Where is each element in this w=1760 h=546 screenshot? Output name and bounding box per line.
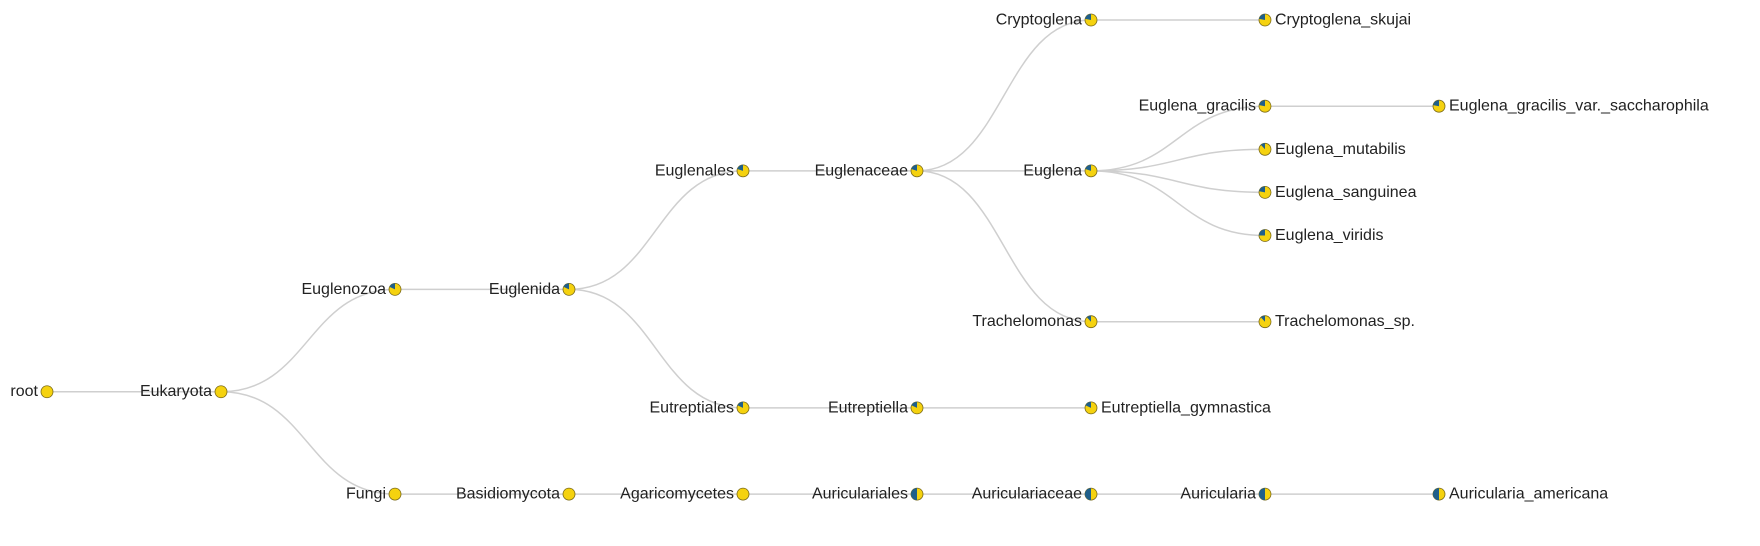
node-label: Eutreptiella: [828, 399, 908, 416]
node-trachelomonas-sp[interactable]: Trachelomonas_sp.: [1258, 313, 1415, 330]
node-pie-slice: [1259, 186, 1265, 193]
node-pie-slice: [1433, 100, 1439, 107]
node-label: Euglena_mutabilis: [1275, 141, 1406, 158]
node-label: Euglenida: [489, 281, 560, 298]
node-euglena-gracilis-var-saccharophila[interactable]: Euglena_gracilis_var._saccharophila: [1432, 98, 1709, 115]
node-pie-slice: [1085, 488, 1091, 501]
node-pie-slice: [1085, 401, 1091, 408]
node-pie-slice: [389, 283, 395, 290]
node-label: Auriculariales: [812, 486, 908, 503]
link-euglena-to-euglena-mutabilis: [1090, 148, 1266, 172]
node-pie-slice: [737, 401, 743, 408]
node-root[interactable]: root: [10, 383, 54, 400]
node-auricularia-americana[interactable]: Auricularia_americana: [1432, 486, 1608, 503]
link-eukaryota-to-euglenozoa: [220, 288, 396, 393]
node-euglena-sanguinea[interactable]: Euglena_sanguinea: [1258, 184, 1417, 201]
node-label: Trachelomonas_sp.: [1275, 313, 1415, 330]
node-pie-chart[interactable]: [562, 487, 576, 501]
node-pie-slice: [1433, 488, 1439, 501]
node-label: Fungi: [346, 486, 386, 503]
node-euglenozoa[interactable]: Euglenozoa: [301, 281, 402, 298]
node-label: Euglena: [1023, 162, 1082, 179]
node-agaricomycetes[interactable]: Agaricomycetes: [620, 486, 750, 503]
node-pie-chart[interactable]: [736, 487, 750, 501]
node-label: Euglena_gracilis: [1139, 98, 1256, 115]
node-euglenida[interactable]: Euglenida: [489, 281, 576, 298]
node-pie-slice: [1259, 100, 1265, 107]
node-eukaryota[interactable]: Eukaryota: [140, 383, 228, 400]
tree-nodes: root Eukaryota Euglenozoa Euglenida Euglenal…: [10, 12, 1708, 503]
node-label: root: [10, 383, 38, 400]
node-basidiomycota[interactable]: Basidiomycota: [456, 486, 576, 503]
node-label: Basidiomycota: [456, 486, 560, 503]
node-label: Euglena_gracilis_var._saccharophila: [1449, 98, 1709, 115]
link-euglena-to-euglena-viridis: [1090, 170, 1266, 237]
link-euglenida-to-euglenales: [568, 170, 744, 291]
node-euglenaceae[interactable]: Euglenaceae: [815, 162, 924, 179]
node-cryptoglena-skujai[interactable]: Cryptoglena_skujai: [1258, 12, 1411, 29]
node-label: Euglena_sanguinea: [1275, 184, 1417, 201]
node-pie-slice: [1085, 164, 1091, 171]
node-pie-slice: [911, 488, 917, 501]
link-euglena-to-euglena-gracilis: [1090, 105, 1266, 172]
node-cryptoglena[interactable]: Cryptoglena: [996, 12, 1098, 29]
tree-links: [47, 19, 1439, 495]
node-pie-chart[interactable]: [214, 385, 228, 399]
link-eukaryota-to-fungi: [220, 390, 396, 495]
node-label: Euglenaceae: [815, 162, 909, 179]
link-euglenaceae-to-trachelomonas: [916, 170, 1092, 323]
node-eutreptiella-gymnastica[interactable]: Eutreptiella_gymnastica: [1084, 399, 1271, 416]
node-eutreptiales[interactable]: Eutreptiales: [650, 399, 750, 416]
node-pie-chart[interactable]: [40, 385, 54, 399]
node-trachelomonas[interactable]: Trachelomonas: [972, 313, 1098, 330]
link-euglena-to-euglena-sanguinea: [1090, 170, 1266, 194]
node-label: Auricularia_americana: [1449, 486, 1608, 503]
node-label: Euglenales: [655, 162, 734, 179]
node-label: Euglenozoa: [301, 281, 386, 298]
node-pie-slice: [737, 164, 743, 171]
node-label: Auricularia: [1180, 486, 1256, 503]
node-pie-slice: [911, 401, 917, 408]
node-label: Cryptoglena: [996, 12, 1082, 29]
node-pie-slice: [1259, 488, 1265, 501]
node-fungi[interactable]: Fungi: [346, 486, 402, 503]
node-auriculariales[interactable]: Auriculariales: [812, 486, 924, 503]
node-pie-slice: [1260, 143, 1265, 150]
node-label: Cryptoglena_skujai: [1275, 12, 1411, 29]
node-euglena-gracilis[interactable]: Euglena_gracilis: [1139, 98, 1272, 115]
node-euglena-viridis[interactable]: Euglena_viridis: [1258, 227, 1384, 244]
node-auriculariaceae[interactable]: Auriculariaceae: [972, 486, 1098, 503]
link-euglenaceae-to-cryptoglena: [916, 19, 1092, 172]
node-eutreptiella[interactable]: Eutreptiella: [828, 399, 924, 416]
node-label: Trachelomonas: [972, 313, 1082, 330]
node-pie-slice: [1260, 315, 1265, 322]
node-euglena[interactable]: Euglena: [1023, 162, 1098, 179]
node-euglenales[interactable]: Euglenales: [655, 162, 750, 179]
node-pie-slice: [1259, 14, 1265, 20]
node-pie-slice: [911, 164, 917, 171]
node-label: Euglena_viridis: [1275, 227, 1384, 244]
node-label: Auriculariaceae: [972, 486, 1082, 503]
node-pie-chart[interactable]: [388, 487, 402, 501]
node-label: Eutreptiella_gymnastica: [1101, 399, 1271, 416]
node-label: Agaricomycetes: [620, 486, 734, 503]
node-euglena-mutabilis[interactable]: Euglena_mutabilis: [1258, 141, 1406, 158]
node-label: Eukaryota: [140, 383, 212, 400]
node-pie-slice: [1086, 315, 1091, 322]
node-pie-slice: [1085, 14, 1091, 20]
node-pie-slice: [1259, 229, 1265, 236]
node-label: Eutreptiales: [650, 399, 735, 416]
node-auricularia[interactable]: Auricularia: [1180, 486, 1272, 503]
link-euglenida-to-eutreptiales: [568, 288, 744, 409]
node-pie-slice: [563, 283, 569, 290]
